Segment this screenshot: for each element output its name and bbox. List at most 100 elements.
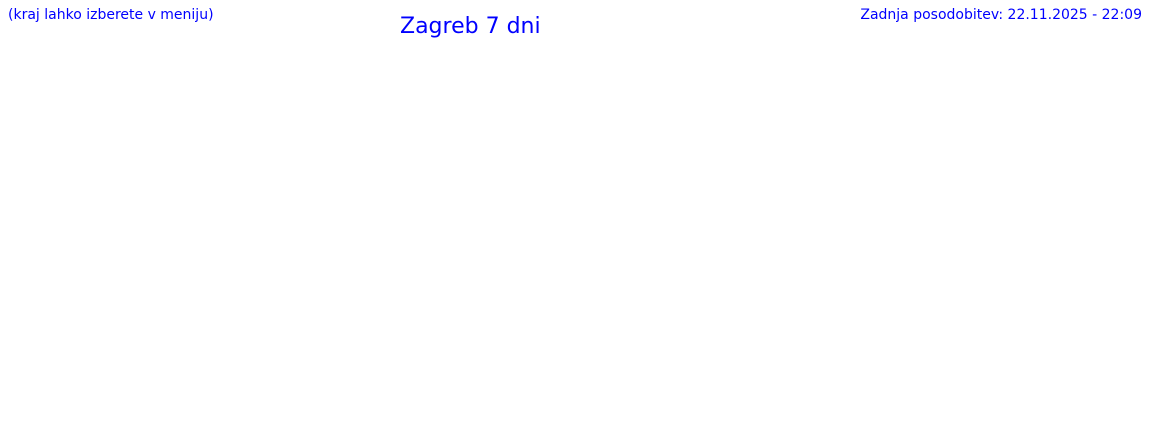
wind-barb-icon <box>922 137 938 160</box>
density-legend-title: Gostota oblakov (%) <box>760 386 923 405</box>
wind-barb-icon <box>784 137 800 160</box>
cloud-icon <box>164 104 197 123</box>
cloud-icon <box>854 104 887 123</box>
cloud-height-tick-label: 9.0 <box>1100 202 1127 222</box>
cloud-icon <box>992 104 1025 123</box>
rain-bar <box>706 345 711 358</box>
snow-mark: ** <box>210 125 220 135</box>
temp-tick-label: 13 <box>48 164 68 183</box>
cloud-icon <box>888 104 921 123</box>
x-hour-label: 18 <box>497 360 519 380</box>
x-hour-label: 12 <box>876 360 898 380</box>
cloud-icon <box>923 104 956 123</box>
density-scale-frame <box>947 383 1094 400</box>
rain-mark <box>628 124 631 131</box>
x-day-label: ned <box>250 360 282 380</box>
x-hour-label: 06 <box>704 360 726 380</box>
daylight-band <box>858 97 913 358</box>
cloud-layer <box>461 254 548 334</box>
wind-barb-icon <box>938 137 956 159</box>
rain-bar <box>568 356 573 358</box>
cloud-icon <box>923 104 956 123</box>
wind-calm-icon <box>1046 148 1056 158</box>
temperature-label: -1 <box>293 312 309 331</box>
cloud-icon <box>992 104 1025 123</box>
wind-calm-icon <box>753 148 762 158</box>
sun-cloud-icon <box>336 96 370 123</box>
cloud-layer <box>944 202 1048 223</box>
x-hour-label: 18 <box>635 360 657 380</box>
precip-tick-label: 4 <box>112 239 123 259</box>
x-hour-label: 12 <box>1014 360 1036 380</box>
wind-barb-icon <box>976 138 987 161</box>
snow-bar <box>177 355 182 358</box>
cloud-height-tick-label: 14 <box>1100 164 1122 184</box>
wind-barb-icon <box>801 137 818 160</box>
cloud-height-tick-label: 3.5 <box>1100 276 1127 296</box>
sun-cloud-icon <box>474 96 508 123</box>
sun-cloud-icon <box>888 96 922 123</box>
cloud-icon <box>336 104 369 123</box>
temperature-label: 4 <box>1026 266 1036 285</box>
sun-icon <box>209 100 227 118</box>
legend-mixed-swatch <box>278 387 311 401</box>
wind-barb-icon <box>454 143 477 157</box>
precip-tick-label: 6 <box>112 202 123 222</box>
moon-cloud-icon <box>818 97 852 124</box>
sun-icon <box>899 100 917 118</box>
cloud-icon <box>509 104 542 123</box>
snow-mark: ** <box>176 125 186 135</box>
wind-barb-icon <box>677 145 701 155</box>
rain-bar <box>626 285 631 358</box>
wind-calm-icon <box>839 148 849 158</box>
daylight-band <box>306 97 361 358</box>
wind-barb-icon <box>660 139 684 153</box>
wind-barb-icon <box>992 138 1003 161</box>
cloud-icon <box>612 104 645 123</box>
cloud-icon <box>267 104 300 123</box>
density-swatch <box>1035 384 1064 399</box>
cloud-layer <box>565 198 703 235</box>
wind-barb-icon <box>888 137 903 160</box>
cloud-icon <box>440 104 473 123</box>
x-hour-label: 18 <box>359 360 381 380</box>
wind-barb-icon <box>332 139 356 153</box>
wind-barb-icon <box>162 137 180 159</box>
x-hour-label: 12 <box>186 360 208 380</box>
rain-mark <box>691 124 694 131</box>
rain-bar <box>655 291 659 358</box>
x-hour-label: 18 <box>1049 360 1071 380</box>
moon-icon <box>128 97 148 124</box>
temperature-label: 2 <box>180 284 190 303</box>
density-level-label: 90 <box>1057 403 1075 419</box>
rain-mark <box>729 124 732 131</box>
sun-cloud-icon <box>302 96 335 123</box>
day-date: 23.11 <box>311 74 360 94</box>
rain-mark <box>625 124 628 131</box>
mixed-bar <box>637 354 642 358</box>
x-day-label: pet <box>942 360 970 380</box>
rain-bar <box>683 335 688 358</box>
x-hour-label: 18 <box>911 360 933 380</box>
temp-tick-label: 9 <box>58 201 68 220</box>
temperature-label: 7 <box>571 234 581 253</box>
wind-barb-icon <box>817 137 836 158</box>
rain-bar <box>614 317 619 358</box>
rain-bar <box>637 237 642 358</box>
cloud-icon <box>1061 104 1094 123</box>
rain-bar <box>695 339 700 358</box>
density-level-label: 75 <box>1028 403 1046 419</box>
rain-bar <box>689 339 694 358</box>
copyright-link[interactable]: © vreme.us & vreme.pro <box>500 389 675 405</box>
cloud-icon <box>819 104 852 123</box>
cloud-height-tick-label: 0 <box>1100 350 1111 370</box>
rain-bar <box>701 341 705 358</box>
x-hour-label: 12 <box>738 360 760 380</box>
last-updated: Zadnja posodobitev: 22.11.2025 - 22:09 <box>860 7 1142 23</box>
day-name: nedelja <box>304 53 366 73</box>
daylight-band <box>996 97 1051 358</box>
wind-barb-icon <box>145 137 163 159</box>
rain-bar <box>649 261 654 358</box>
rain-mark <box>556 124 559 131</box>
